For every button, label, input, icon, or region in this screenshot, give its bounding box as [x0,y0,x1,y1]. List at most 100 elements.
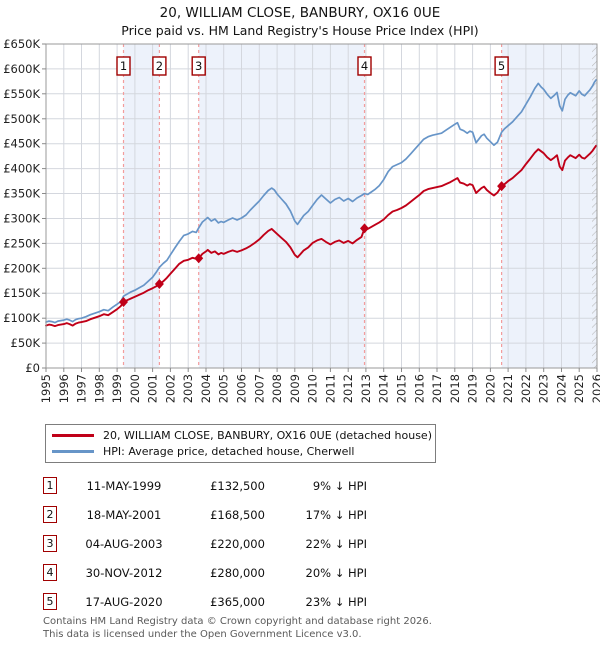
svg-text:2017: 2017 [430,374,444,403]
sale-price: £365,000 [210,594,265,609]
svg-text:1998: 1998 [92,374,106,403]
svg-text:2020: 2020 [483,374,497,403]
svg-text:2001: 2001 [146,374,160,403]
svg-text:£600K: £600K [3,62,40,76]
svg-text:£50K: £50K [11,336,41,350]
legend-label-hpi: HPI: Average price, detached house, Cher… [103,445,355,458]
svg-text:2023: 2023 [537,374,551,403]
svg-text:£500K: £500K [3,112,40,126]
x-axis-labels: 1995 1996 1997 1998 1999 2000 2001 2002 2003 2004… [39,374,600,403]
svg-text:1997: 1997 [75,374,89,403]
sale-number-badge: 5 [43,593,57,610]
sale-number-badge: 2 [43,506,57,523]
sale-row-1: 1 11-MAY-1999 £132,500 9% ↓ HPI [43,471,367,500]
sale-hpi-diff: 9% ↓ HPI [312,478,367,493]
legend-row-price: 20, WILLIAM CLOSE, BANBURY, OX16 0UE (de… [46,428,435,444]
sale-hpi-diff: 22% ↓ HPI [305,536,367,551]
sale-number-badge: 1 [43,477,57,494]
svg-text:2026: 2026 [590,374,600,403]
svg-text:1999: 1999 [110,374,124,403]
sale-row-2: 2 18-MAY-2001 £168,500 17% ↓ HPI [43,500,367,529]
sale-number-boxes: 1 2 3 4 5 [116,56,509,76]
svg-text:2008: 2008 [270,374,284,403]
price-paid-line [45,144,598,328]
svg-text:2021: 2021 [501,374,515,403]
svg-text:£450K: £450K [3,137,40,151]
svg-text:£650K: £650K [3,37,40,51]
svg-text:2011: 2011 [323,374,337,403]
svg-text:2025: 2025 [572,374,586,403]
svg-text:2018: 2018 [448,374,462,403]
svg-text:2015: 2015 [395,374,409,403]
hpi-line-swatch [52,450,94,453]
y-axis-labels: £0 £50K £100K £150K £200K £250K £300K £350K £400… [3,37,40,375]
footer-line-1: Contains HM Land Registry data © Crown c… [43,616,432,627]
svg-text:2010: 2010 [306,374,320,403]
footer-line-2: This data is licensed under the Open Gov… [43,628,362,640]
sale-row-4: 4 30-NOV-2012 £280,000 20% ↓ HPI [43,558,367,587]
svg-text:1995: 1995 [39,374,53,403]
svg-text:2003: 2003 [181,374,195,403]
svg-text:2002: 2002 [163,374,177,403]
svg-text:5: 5 [498,59,505,73]
svg-text:£550K: £550K [3,87,40,101]
page-title: 20, WILLIAM CLOSE, BANBURY, OX16 0UE [159,5,441,21]
hpi-line [45,79,597,324]
svg-text:2: 2 [156,59,163,73]
svg-text:3: 3 [195,59,202,73]
sale-row-3: 3 04-AUG-2003 £220,000 22% ↓ HPI [43,529,367,558]
sale-hpi-diff: 20% ↓ HPI [305,565,367,580]
sale-price: £132,500 [210,478,265,493]
sale-dashed-lines [122,44,503,368]
sale-date: 04-AUG-2003 [85,536,163,551]
legend-label-price: 20, WILLIAM CLOSE, BANBURY, OX16 0UE (de… [103,429,432,442]
sale-number-badge: 4 [43,564,57,581]
axis-ticks [42,43,598,372]
svg-text:2006: 2006 [235,374,249,403]
svg-text:£300K: £300K [3,212,40,226]
price-chart-svg: 1 2 3 4 5 £0 £50K £100K £150K £200K £250K £300K £350… [3,37,600,403]
svg-text:2009: 2009 [288,374,302,403]
sale-point-markers [119,181,507,307]
svg-text:1: 1 [120,59,127,73]
sale-date: 11-MAY-1999 [86,478,162,493]
sale-hpi-diff: 23% ↓ HPI [305,594,367,609]
sale-number-badge: 3 [43,535,57,552]
plot-border [45,43,598,369]
svg-text:£400K: £400K [3,162,40,176]
sale-date: 18-MAY-2001 [86,507,162,522]
price-line-swatch [52,434,94,437]
svg-text:£200K: £200K [3,261,40,275]
svg-text:2019: 2019 [466,374,480,403]
sale-price: £280,000 [210,565,265,580]
svg-text:2014: 2014 [377,374,391,403]
ownership-shaded-bands [123,44,597,368]
svg-text:2016: 2016 [412,374,426,403]
sale-hpi-diff: 17% ↓ HPI [305,507,367,522]
sale-price: £168,500 [210,507,265,522]
svg-text:£350K: £350K [3,187,40,201]
svg-text:2012: 2012 [341,374,355,403]
svg-text:£250K: £250K [3,236,40,250]
svg-text:2022: 2022 [519,374,533,403]
svg-text:4: 4 [361,59,368,73]
licence-footer: Contains HM Land Registry data © Crown c… [43,616,432,641]
sale-date: 30-NOV-2012 [85,565,163,580]
svg-text:2007: 2007 [252,374,266,403]
svg-text:2000: 2000 [128,374,142,403]
legend-row-hpi: HPI: Average price, detached house, Cher… [46,444,435,460]
sale-row-5: 5 17-AUG-2020 £365,000 23% ↓ HPI [43,587,367,616]
svg-text:£150K: £150K [3,286,40,300]
svg-text:£100K: £100K [3,311,40,325]
svg-text:2024: 2024 [555,374,569,403]
svg-text:1996: 1996 [57,374,71,403]
sale-date: 17-AUG-2020 [85,594,163,609]
sale-price: £220,000 [210,536,265,551]
svg-text:2004: 2004 [199,374,213,403]
svg-text:£0: £0 [25,361,40,375]
svg-text:2013: 2013 [359,374,373,403]
future-hatch-region [592,44,597,368]
legend-box: 20, WILLIAM CLOSE, BANBURY, OX16 0UE (de… [45,424,436,463]
svg-text:2005: 2005 [217,374,231,403]
page-subtitle: Price paid vs. HM Land Registry's House … [121,23,479,38]
